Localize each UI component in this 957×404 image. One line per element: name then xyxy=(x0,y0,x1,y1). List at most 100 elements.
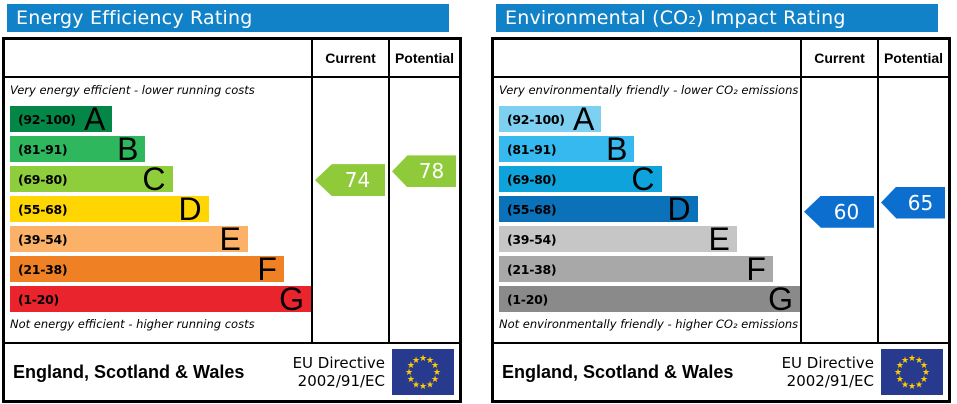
potential-rating-arrow: 65 xyxy=(881,186,945,219)
svg-text:★: ★ xyxy=(412,380,420,390)
rating-table: Current Potential Very energy efficient … xyxy=(2,37,462,403)
current-column: 74 xyxy=(311,78,388,342)
svg-text:★: ★ xyxy=(896,361,904,371)
eu-directive-line2: 2002/91/EC xyxy=(297,372,385,390)
svg-text:★: ★ xyxy=(896,375,904,385)
band-a: (92-100) A xyxy=(10,103,113,135)
band-e: (39-54) E xyxy=(499,221,737,257)
band-range-label: (39-54) xyxy=(507,231,557,247)
potential-rating-value: 65 xyxy=(907,190,934,215)
svg-text:★: ★ xyxy=(419,382,427,392)
band-range-label: (21-38) xyxy=(507,261,557,277)
svg-text:★: ★ xyxy=(908,354,916,364)
band-range-label: (55-68) xyxy=(507,201,557,217)
band-b: (81-91) B xyxy=(10,131,146,167)
band-range-label: (1-20) xyxy=(507,291,548,307)
svg-text:★: ★ xyxy=(419,354,427,364)
region-label: England, Scotland & Wales xyxy=(502,361,734,382)
eu-directive-line1: EU Directive xyxy=(781,354,874,372)
band-letter: D xyxy=(667,191,691,227)
band-range-label: (1-20) xyxy=(18,291,59,307)
band-letter: B xyxy=(606,131,628,167)
rating-scale: Very energy efficient - lower running co… xyxy=(5,78,311,342)
eu-directive-line1: EU Directive xyxy=(292,354,385,372)
band-letter: E xyxy=(219,221,241,257)
band-letter: F xyxy=(746,251,766,287)
rating-table: Current Potential Very environmentally f… xyxy=(491,37,951,403)
current-rating-arrow: 74 xyxy=(315,164,385,197)
band-range-label: (92-100) xyxy=(507,111,565,127)
band-a: (92-100) A xyxy=(499,101,602,137)
svg-text:★: ★ xyxy=(412,356,420,366)
eu-directive-line2: 2002/91/EC xyxy=(786,372,874,390)
table-footer: England, Scotland & Wales EU Directive 2… xyxy=(5,342,459,400)
band-letter: C xyxy=(142,161,166,197)
current-column-header: Current xyxy=(800,40,877,76)
band-letter: D xyxy=(178,191,202,227)
band-c: (69-80) C xyxy=(499,161,662,197)
svg-text:★: ★ xyxy=(431,361,439,371)
band-b: (81-91) B xyxy=(499,131,635,167)
band-range-label: (55-68) xyxy=(18,201,68,217)
band-g: (1-20) G xyxy=(10,283,311,315)
header-spacer xyxy=(5,40,311,76)
svg-text:★: ★ xyxy=(915,380,923,390)
band-range-label: (81-91) xyxy=(18,141,68,157)
band-range-label: (69-80) xyxy=(18,171,68,187)
svg-text:★: ★ xyxy=(908,382,916,392)
potential-column-header: Potential xyxy=(388,40,459,76)
band-d: (55-68) D xyxy=(10,191,209,227)
panel-title: Energy Efficiency Rating xyxy=(7,4,449,32)
header-spacer xyxy=(494,40,800,76)
band-f: (21-38) F xyxy=(499,251,773,287)
band-e: (39-54) E xyxy=(10,221,248,257)
band-letter: A xyxy=(572,101,595,137)
svg-text:★: ★ xyxy=(894,368,902,378)
table-footer: England, Scotland & Wales EU Directive 2… xyxy=(494,342,948,400)
potential-column: 78 xyxy=(388,78,459,342)
bottom-caption: Not energy efficient - higher running co… xyxy=(10,317,255,331)
band-letter: F xyxy=(257,251,277,287)
svg-text:★: ★ xyxy=(426,356,434,366)
rating-bands: (92-100) A (81-91) B (69-80) C (55-68) D (39-54)… xyxy=(10,103,311,315)
energy-efficiency-panel: Energy Efficiency Rating Current Potenti… xyxy=(2,0,462,403)
table-header-row: Current Potential xyxy=(494,40,948,78)
band-letter: C xyxy=(631,161,655,197)
current-column-header: Current xyxy=(311,40,388,76)
potential-rating-arrow: 78 xyxy=(392,155,456,188)
band-d: (55-68) D xyxy=(499,191,698,227)
potential-column-header: Potential xyxy=(877,40,948,76)
region-label: England, Scotland & Wales xyxy=(13,361,245,382)
band-g: (1-20) G xyxy=(499,281,800,317)
current-rating-value: 74 xyxy=(344,168,371,193)
band-range-label: (69-80) xyxy=(507,171,557,187)
current-column: 60 xyxy=(800,78,877,342)
band-range-label: (39-54) xyxy=(18,231,68,247)
rating-scale: Very environmentally friendly - lower CO… xyxy=(494,78,800,342)
svg-text:★: ★ xyxy=(922,368,930,378)
svg-text:★: ★ xyxy=(915,356,923,366)
current-rating-arrow: 60 xyxy=(804,195,874,228)
svg-text:★: ★ xyxy=(920,361,928,371)
svg-text:★: ★ xyxy=(426,380,434,390)
eu-flag-icon: ★★★★★★★★★★★★ xyxy=(392,349,454,395)
band-c: (69-80) C xyxy=(10,161,173,197)
svg-text:★: ★ xyxy=(431,375,439,385)
svg-text:★: ★ xyxy=(901,380,909,390)
band-range-label: (81-91) xyxy=(507,141,557,157)
environmental-impact-panel: Environmental (CO₂) Impact Rating Curren… xyxy=(491,0,951,403)
bottom-caption: Not environmentally friendly - higher CO… xyxy=(499,317,799,331)
table-body: Very energy efficient - lower running co… xyxy=(5,78,459,342)
band-letter: B xyxy=(117,131,139,167)
potential-rating-value: 78 xyxy=(418,159,445,184)
svg-text:★: ★ xyxy=(433,368,441,378)
band-letter: G xyxy=(768,281,793,317)
top-caption: Very energy efficient - lower running co… xyxy=(10,83,255,97)
band-range-label: (21-38) xyxy=(18,261,68,277)
band-letter: E xyxy=(708,221,730,257)
svg-text:★: ★ xyxy=(405,368,413,378)
eu-directive-label: EU Directive 2002/91/EC xyxy=(782,354,874,390)
svg-text:★: ★ xyxy=(407,361,415,371)
top-caption: Very environmentally friendly - lower CO… xyxy=(499,83,799,97)
